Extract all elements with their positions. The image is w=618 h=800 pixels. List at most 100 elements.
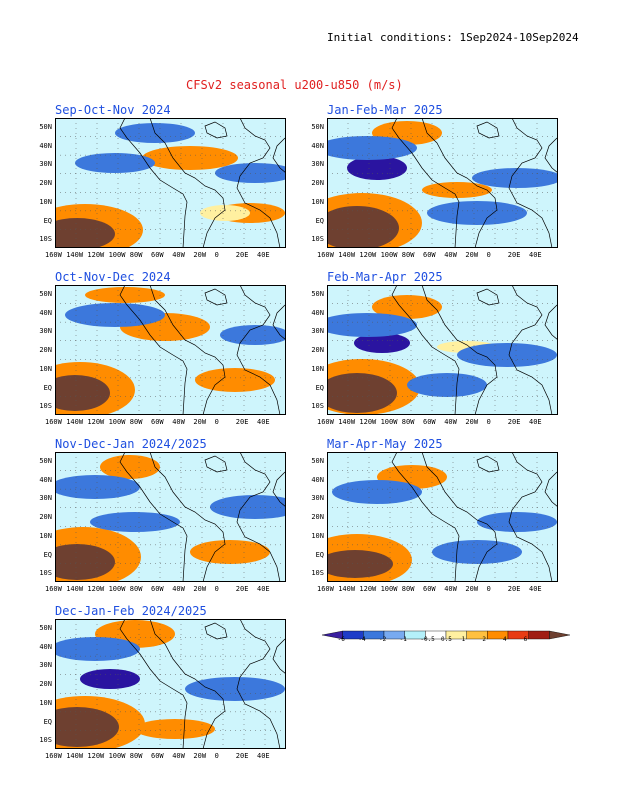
field-blob: [142, 146, 238, 170]
lon-label: 140W: [66, 752, 84, 760]
lon-label: 40E: [529, 251, 542, 259]
coastline: [544, 137, 558, 174]
lon-label: 20E: [235, 585, 249, 593]
lon-label: 120W: [359, 585, 377, 593]
lat-label: 40N: [311, 141, 324, 150]
field-blob: [407, 373, 487, 397]
panel-title-djf: Dec-Jan-Feb 2024/2025: [55, 604, 207, 618]
lat-label: 10N: [311, 531, 324, 540]
lat-label: EQ: [315, 216, 324, 225]
panel-title-fma: Feb-Mar-Apr 2025: [327, 270, 443, 284]
lon-label: 40E: [257, 418, 270, 426]
lat-label: 10S: [311, 569, 324, 578]
lat-label: 40N: [39, 308, 52, 317]
lon-label: 140W: [66, 251, 84, 259]
lon-label: 100W: [380, 418, 398, 426]
field-blob: [55, 707, 119, 747]
lon-label: 20E: [507, 585, 521, 593]
coastline: [149, 619, 226, 749]
field-blob: [75, 153, 155, 173]
lat-label: 20N: [39, 680, 52, 689]
lon-label: 20W: [193, 752, 207, 760]
lon-label: 140W: [66, 418, 84, 426]
field-blob: [472, 168, 558, 188]
lat-label: 10S: [39, 736, 52, 745]
lon-label: 160W: [45, 585, 62, 593]
lat-label: 10S: [311, 402, 324, 411]
field-blob: [477, 512, 557, 532]
lat-label: 20N: [311, 513, 324, 522]
coastline: [421, 452, 498, 582]
colorbar-label: -2: [379, 636, 387, 643]
lon-label: 20W: [465, 585, 479, 593]
lat-label: 10S: [39, 402, 52, 411]
colorbar-label: 4: [503, 636, 507, 643]
lon-label: 120W: [87, 585, 105, 593]
lon-label: 80W: [129, 418, 143, 426]
lon-label: 120W: [359, 418, 377, 426]
coastline: [508, 118, 553, 248]
lon-label: 160W: [45, 418, 62, 426]
coastline: [204, 288, 228, 306]
map-panel-mam: [327, 452, 558, 582]
coastline: [119, 619, 188, 749]
coastline: [272, 638, 286, 675]
lat-label: 30N: [39, 160, 52, 169]
field-blob: [327, 136, 417, 160]
coastline: [508, 452, 553, 582]
lon-label: 160W: [45, 251, 62, 259]
field-blob: [457, 343, 557, 367]
coastline: [391, 118, 460, 248]
panel-title-jfm: Jan-Feb-Mar 2025: [327, 103, 443, 117]
coastline: [204, 121, 228, 139]
lon-label: 100W: [380, 251, 398, 259]
coastline: [272, 471, 286, 508]
coastline: [508, 285, 553, 415]
lon-label: 100W: [108, 585, 126, 593]
colorbar-swatch: [528, 630, 550, 640]
lon-label: 40E: [257, 251, 270, 259]
coastline: [476, 288, 500, 306]
lon-label: 140W: [338, 418, 356, 426]
lon-label: 0: [214, 418, 219, 426]
lat-label: 10S: [39, 235, 52, 244]
field-blob: [210, 495, 286, 519]
field-blob: [347, 156, 407, 180]
lon-label: 120W: [87, 418, 105, 426]
lat-label: 30N: [39, 327, 52, 336]
lon-label: 20E: [507, 251, 521, 259]
lon-label: 40W: [444, 585, 457, 593]
coastline: [421, 285, 498, 415]
lon-label: 20W: [193, 585, 207, 593]
lat-label: EQ: [43, 550, 52, 559]
coastline: [119, 118, 188, 248]
lat-label: 20N: [311, 346, 324, 355]
lon-label: 20E: [507, 418, 521, 426]
lon-label: 60W: [423, 418, 436, 426]
lat-label: 10N: [311, 364, 324, 373]
lat-label: 40N: [39, 642, 52, 651]
lat-label: 10N: [39, 531, 52, 540]
field-blob: [135, 719, 215, 739]
field-blob: [190, 540, 270, 564]
lon-label: 40W: [444, 418, 457, 426]
colorbar-label: -6: [337, 636, 345, 643]
field-blob: [215, 163, 286, 183]
lat-label: 40N: [39, 475, 52, 484]
coastline: [272, 304, 286, 341]
lon-label: 0: [486, 585, 491, 593]
lon-label: 100W: [108, 251, 126, 259]
map-panel-fma: [327, 285, 558, 415]
lat-label: 50N: [311, 290, 324, 298]
lon-label: 60W: [151, 418, 164, 426]
lat-label: 40N: [311, 308, 324, 317]
lon-label: 80W: [129, 251, 143, 259]
lon-label: 60W: [151, 585, 164, 593]
lon-label: 0: [214, 585, 219, 593]
lat-label: 40N: [311, 475, 324, 484]
lon-label: 40W: [172, 418, 185, 426]
coastline: [204, 622, 228, 640]
lon-label: 0: [214, 752, 219, 760]
field-blob: [427, 201, 527, 225]
field-blob: [55, 375, 110, 411]
